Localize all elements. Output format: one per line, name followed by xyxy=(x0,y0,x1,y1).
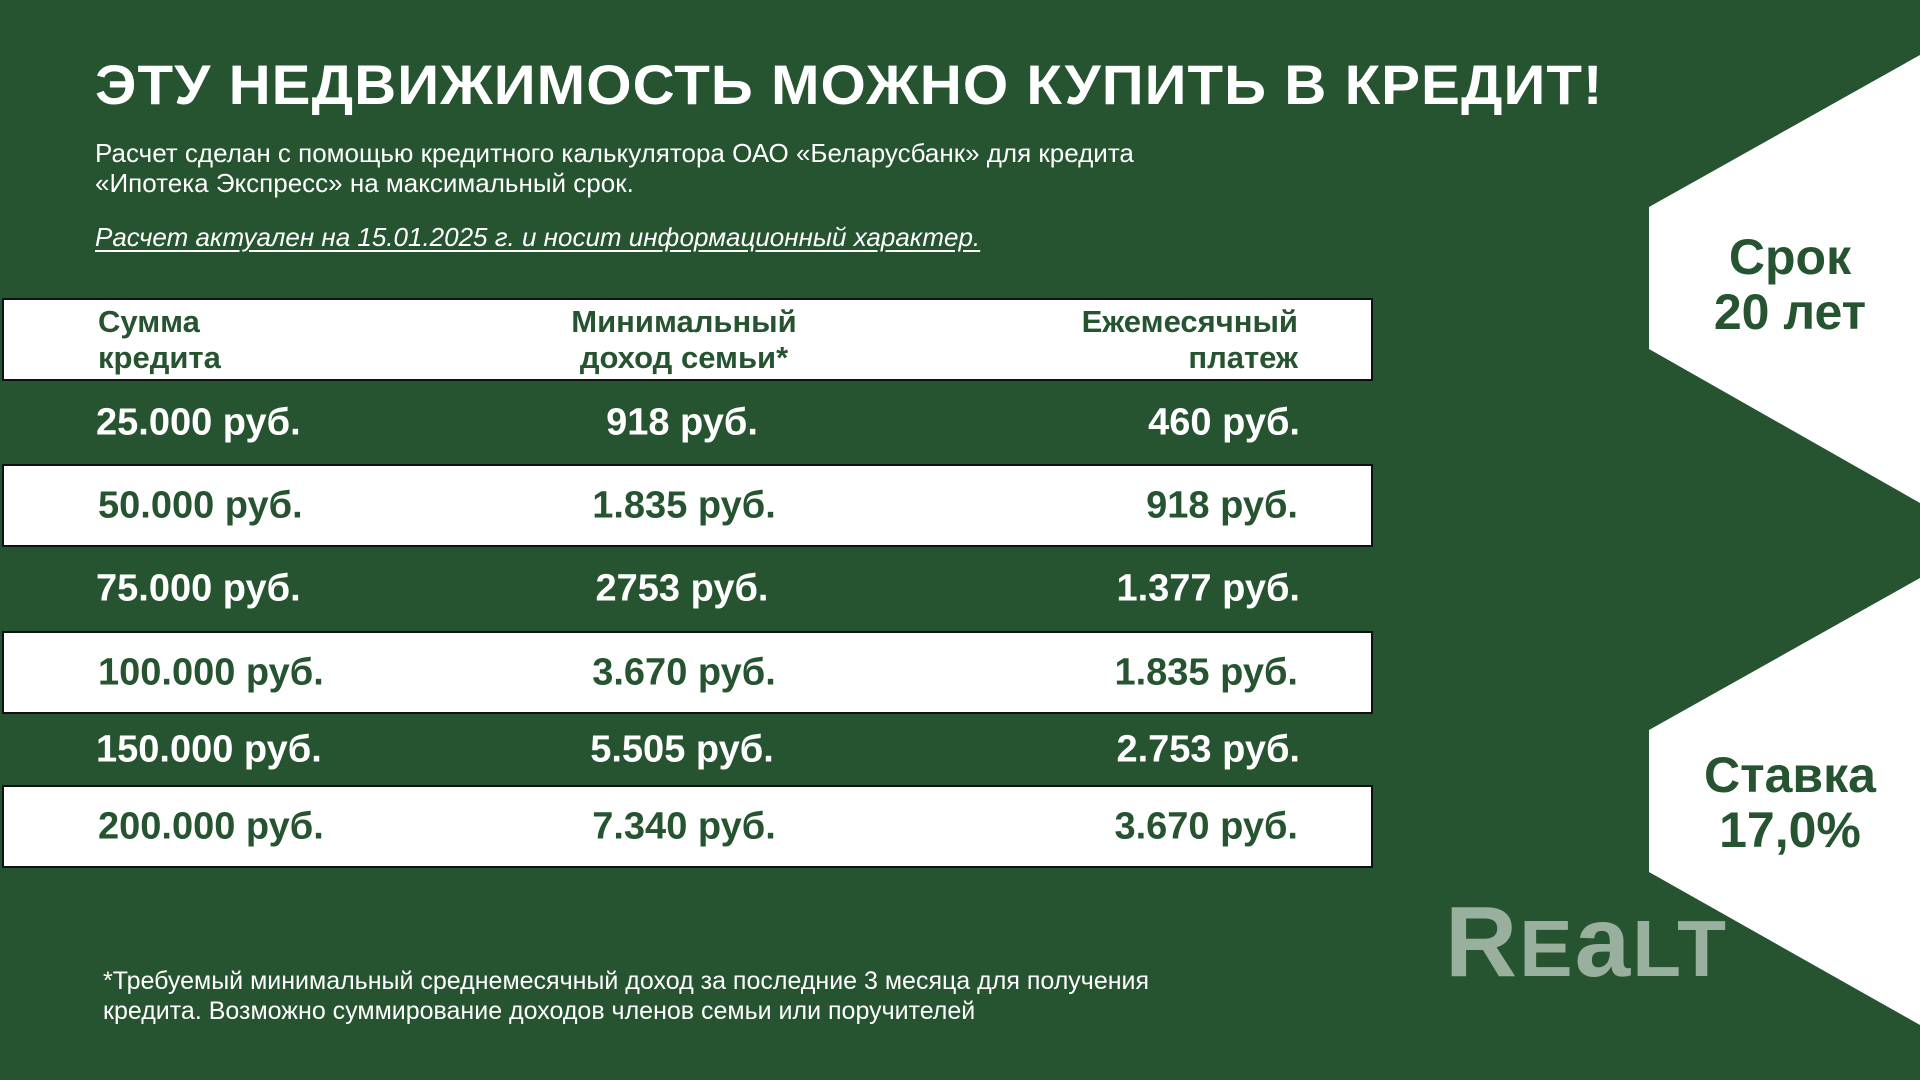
table-row: 25.000 руб. 918 руб. 460 руб. xyxy=(2,381,1373,464)
page-title: ЭТУ НЕДВИЖИМОСТЬ МОЖНО КУПИТЬ В КРЕДИТ! xyxy=(95,53,1604,116)
rate-label: Ставка xyxy=(1704,747,1876,803)
table-row: 200.000 руб. 7.340 руб. 3.670 руб. xyxy=(2,785,1373,868)
monthly-payment-cell: 3.670 руб. xyxy=(1114,805,1298,847)
footnote: *Требуемый минимальный среднемесячный до… xyxy=(103,966,1483,1026)
loan-amount-cell: 150.000 руб. xyxy=(96,728,322,770)
table-row: 100.000 руб. 3.670 руб. 1.835 руб. xyxy=(2,631,1373,714)
subtitle: Расчет сделан с помощью кредитного кальк… xyxy=(95,138,1415,198)
table-row: 50.000 руб. 1.835 руб. 918 руб. xyxy=(2,464,1373,547)
footnote-line: *Требуемый минимальный среднемесячный до… xyxy=(103,967,1150,995)
loan-amount-cell: 50.000 руб. xyxy=(98,484,303,526)
loan-amount-cell: 200.000 руб. xyxy=(98,805,324,847)
subtitle-line: Расчет сделан с помощью кредитного кальк… xyxy=(95,138,1134,168)
term-value: 20 лет xyxy=(1713,284,1867,340)
loan-amount-cell: 75.000 руб. xyxy=(96,567,301,610)
term-label: Срок xyxy=(1728,229,1852,285)
realt-logo: REaLT xyxy=(1445,886,1728,998)
min-income-cell: 918 руб. xyxy=(606,401,758,443)
min-income-cell: 1.835 руб. xyxy=(592,484,776,526)
table-header: Сумма кредита Минимальный доход семьи* Еже… xyxy=(2,298,1373,381)
rate-badge: Ставка 17,0% xyxy=(1660,748,1920,858)
min-income-cell: 7.340 руб. xyxy=(592,805,776,847)
monthly-payment-cell: 460 руб. xyxy=(1148,401,1300,443)
loan-amount-cell: 25.000 руб. xyxy=(96,401,301,443)
table-row: 75.000 руб. 2753 руб. 1.377 руб. xyxy=(2,547,1373,631)
monthly-payment-cell: 918 руб. xyxy=(1146,484,1298,526)
header-loan-amount: Сумма кредита xyxy=(98,303,221,375)
header-monthly-payment: Ежемесячный платеж xyxy=(1081,303,1298,375)
rate-value: 17,0% xyxy=(1719,802,1861,858)
table-row: 150.000 руб. 5.505 руб. 2.753 руб. xyxy=(2,714,1373,785)
disclaimer-note: Расчет актуален на 15.01.2025 г. и носит… xyxy=(95,222,981,252)
monthly-payment-cell: 1.835 руб. xyxy=(1114,651,1298,693)
rate-arrow-shape xyxy=(1649,578,1920,1025)
min-income-cell: 2753 руб. xyxy=(595,567,769,610)
term-arrow-shape xyxy=(1649,55,1920,503)
min-income-cell: 3.670 руб. xyxy=(592,651,776,693)
subtitle-line: «Ипотека Экспресс» на максимальный срок. xyxy=(95,168,634,198)
footnote-line: кредита. Возможно суммирование доходов ч… xyxy=(103,997,976,1025)
header-min-income: Минимальный доход семьи* xyxy=(571,303,797,375)
monthly-payment-cell: 2.753 руб. xyxy=(1116,728,1300,770)
term-badge: Срок 20 лет xyxy=(1660,230,1920,340)
min-income-cell: 5.505 руб. xyxy=(590,728,774,770)
monthly-payment-cell: 1.377 руб. xyxy=(1116,567,1300,610)
loan-amount-cell: 100.000 руб. xyxy=(98,651,324,693)
